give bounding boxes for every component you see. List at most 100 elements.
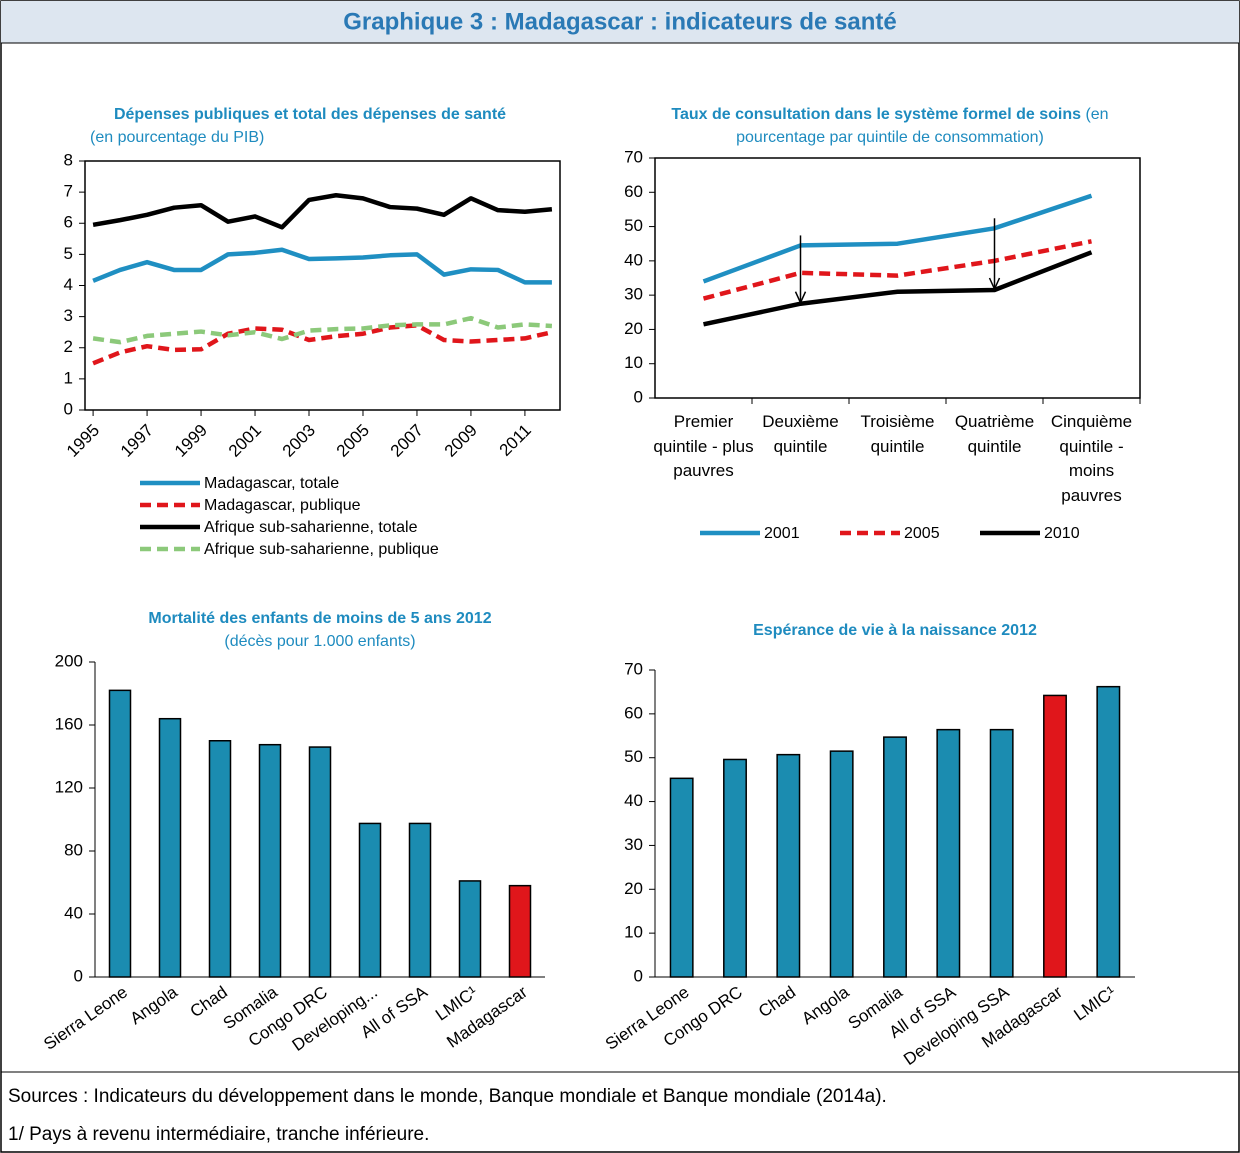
line-series xyxy=(92,247,552,285)
text-box: Espérance de vie à la naissance 2012 xyxy=(640,619,1150,642)
arrow-head xyxy=(794,291,807,305)
y-tick-label: 0 xyxy=(634,966,643,985)
chart-text: Troisième quintile xyxy=(860,412,935,456)
bar xyxy=(108,689,132,978)
text-box: Deuxième quintile xyxy=(749,410,853,459)
y-tick-label: 50 xyxy=(624,747,643,766)
legend-label: 2001 xyxy=(764,525,800,542)
legend-label: Afrique sub-saharienne, publique xyxy=(204,541,439,558)
bar xyxy=(408,822,432,978)
y-tick-label: 0 xyxy=(64,399,73,418)
y-tick-label: 50 xyxy=(624,216,643,235)
y-tick-label: 20 xyxy=(624,319,643,338)
y-tick-label: 70 xyxy=(624,659,643,678)
chart-text: (en pourcentage du PIB) xyxy=(90,129,265,147)
y-tick-label: 160 xyxy=(55,714,83,733)
chart-text: Cinquième quintile - moins pauvres xyxy=(1050,412,1133,505)
bar xyxy=(669,777,694,978)
y-tick-label: 3 xyxy=(64,306,73,325)
bar xyxy=(158,717,182,978)
y-tick-label: 1 xyxy=(64,368,73,387)
legend-label: 2010 xyxy=(1044,525,1080,542)
line-series xyxy=(92,192,553,230)
y-tick-label: 60 xyxy=(624,182,643,201)
bar xyxy=(458,880,482,978)
bar xyxy=(358,822,382,978)
y-tick-label: 40 xyxy=(624,250,643,269)
y-tick-label: 7 xyxy=(64,182,73,201)
text-box: Premier quintile - plus pauvres xyxy=(652,410,756,484)
chart-text: Espérance de vie à la naissance 2012 xyxy=(753,622,1037,639)
bar xyxy=(776,753,801,978)
line-series xyxy=(702,239,1092,301)
line-series xyxy=(92,315,553,345)
text-box: Taux de consultation dans le système for… xyxy=(655,103,1125,149)
text-box: Troisième quintile xyxy=(846,410,950,459)
text-box: Espérance de vie à la naissance 2012 xyxy=(640,619,1150,642)
bar xyxy=(936,728,961,978)
text-box: Mortalité des enfants de moins de 5 ans … xyxy=(80,607,560,653)
y-tick-label: 40 xyxy=(624,791,643,810)
legend-label: Afrique sub-saharienne, totale xyxy=(204,519,418,536)
text-box: Quatrième quintile xyxy=(943,410,1047,459)
note: Sources : Indicateurs du développement d… xyxy=(8,1086,887,1107)
y-tick-label: 20 xyxy=(624,879,643,898)
y-tick-label: 6 xyxy=(64,213,73,232)
y-tick-label: 2 xyxy=(64,337,73,356)
bar xyxy=(883,736,907,978)
arrow-head xyxy=(988,277,1001,291)
y-tick-label: 30 xyxy=(624,835,643,854)
y-tick-label: 30 xyxy=(624,285,643,304)
bar xyxy=(308,746,332,978)
chart-text: Taux de consultation dans le système for… xyxy=(671,106,1081,123)
bar xyxy=(829,750,854,978)
plot-frame xyxy=(654,157,1141,399)
y-tick-label: 120 xyxy=(55,777,83,796)
text-box: Deuxième quintile xyxy=(749,410,853,459)
chart-text: Premier quintile - plus pauvres xyxy=(653,412,754,481)
bar xyxy=(258,743,282,978)
y-tick-label: 5 xyxy=(64,244,73,263)
y-tick-label: 40 xyxy=(64,903,83,922)
legend-label: Madagascar, totale xyxy=(204,475,339,492)
text-box: Taux de consultation dans le système for… xyxy=(655,103,1125,149)
y-tick-label: 70 xyxy=(624,147,643,166)
text-box: Premier quintile - plus pauvres xyxy=(652,410,756,484)
y-tick-label: 0 xyxy=(634,387,643,406)
legend-label: 2005 xyxy=(904,525,940,542)
y-tick-label: 200 xyxy=(55,651,83,670)
chart-text: Dépenses publiques et total des dépenses… xyxy=(113,106,507,123)
y-tick-label: 10 xyxy=(624,923,643,942)
chart-text: (décès pour 1.000 enfants) xyxy=(224,633,416,651)
text-box: Cinquième quintile - moins pauvres xyxy=(1040,410,1144,509)
line-series xyxy=(703,250,1093,327)
y-tick-label: 80 xyxy=(64,840,83,859)
chart-text: Quatrième quintile xyxy=(954,412,1035,456)
text-box: Dépenses publiques et total des dépenses… xyxy=(60,103,560,149)
legend-label: Madagascar, publique xyxy=(204,497,361,514)
line-series xyxy=(702,193,1093,284)
y-tick-label: 60 xyxy=(624,703,643,722)
bar xyxy=(1043,694,1067,978)
chart-text: (en pourcentage par quintile de consomma… xyxy=(736,106,1109,147)
text-box: Troisième quintile xyxy=(846,410,950,459)
chart-text: Deuxième quintile xyxy=(762,412,839,456)
figure-title: Graphique 3 : Madagascar : indicateurs d… xyxy=(343,8,897,35)
y-tick-label: 8 xyxy=(64,150,73,169)
header-band xyxy=(1,1,1239,43)
note: 1/ Pays à revenu intermédiaire, tranche … xyxy=(8,1124,429,1145)
text-box: Cinquième quintile - moins pauvres xyxy=(1040,410,1144,509)
bar xyxy=(208,740,232,978)
bar xyxy=(508,884,532,978)
bar xyxy=(723,758,747,978)
chart-text: Mortalité des enfants de moins de 5 ans … xyxy=(148,610,492,627)
y-tick-label: 0 xyxy=(74,966,83,985)
text-box: Mortalité des enfants de moins de 5 ans … xyxy=(80,607,560,653)
text-box: Quatrième quintile xyxy=(943,410,1047,459)
text-box: Dépenses publiques et total des dépenses… xyxy=(60,103,560,149)
y-tick-label: 4 xyxy=(64,275,73,294)
bar xyxy=(989,728,1014,978)
line-series xyxy=(92,323,553,366)
